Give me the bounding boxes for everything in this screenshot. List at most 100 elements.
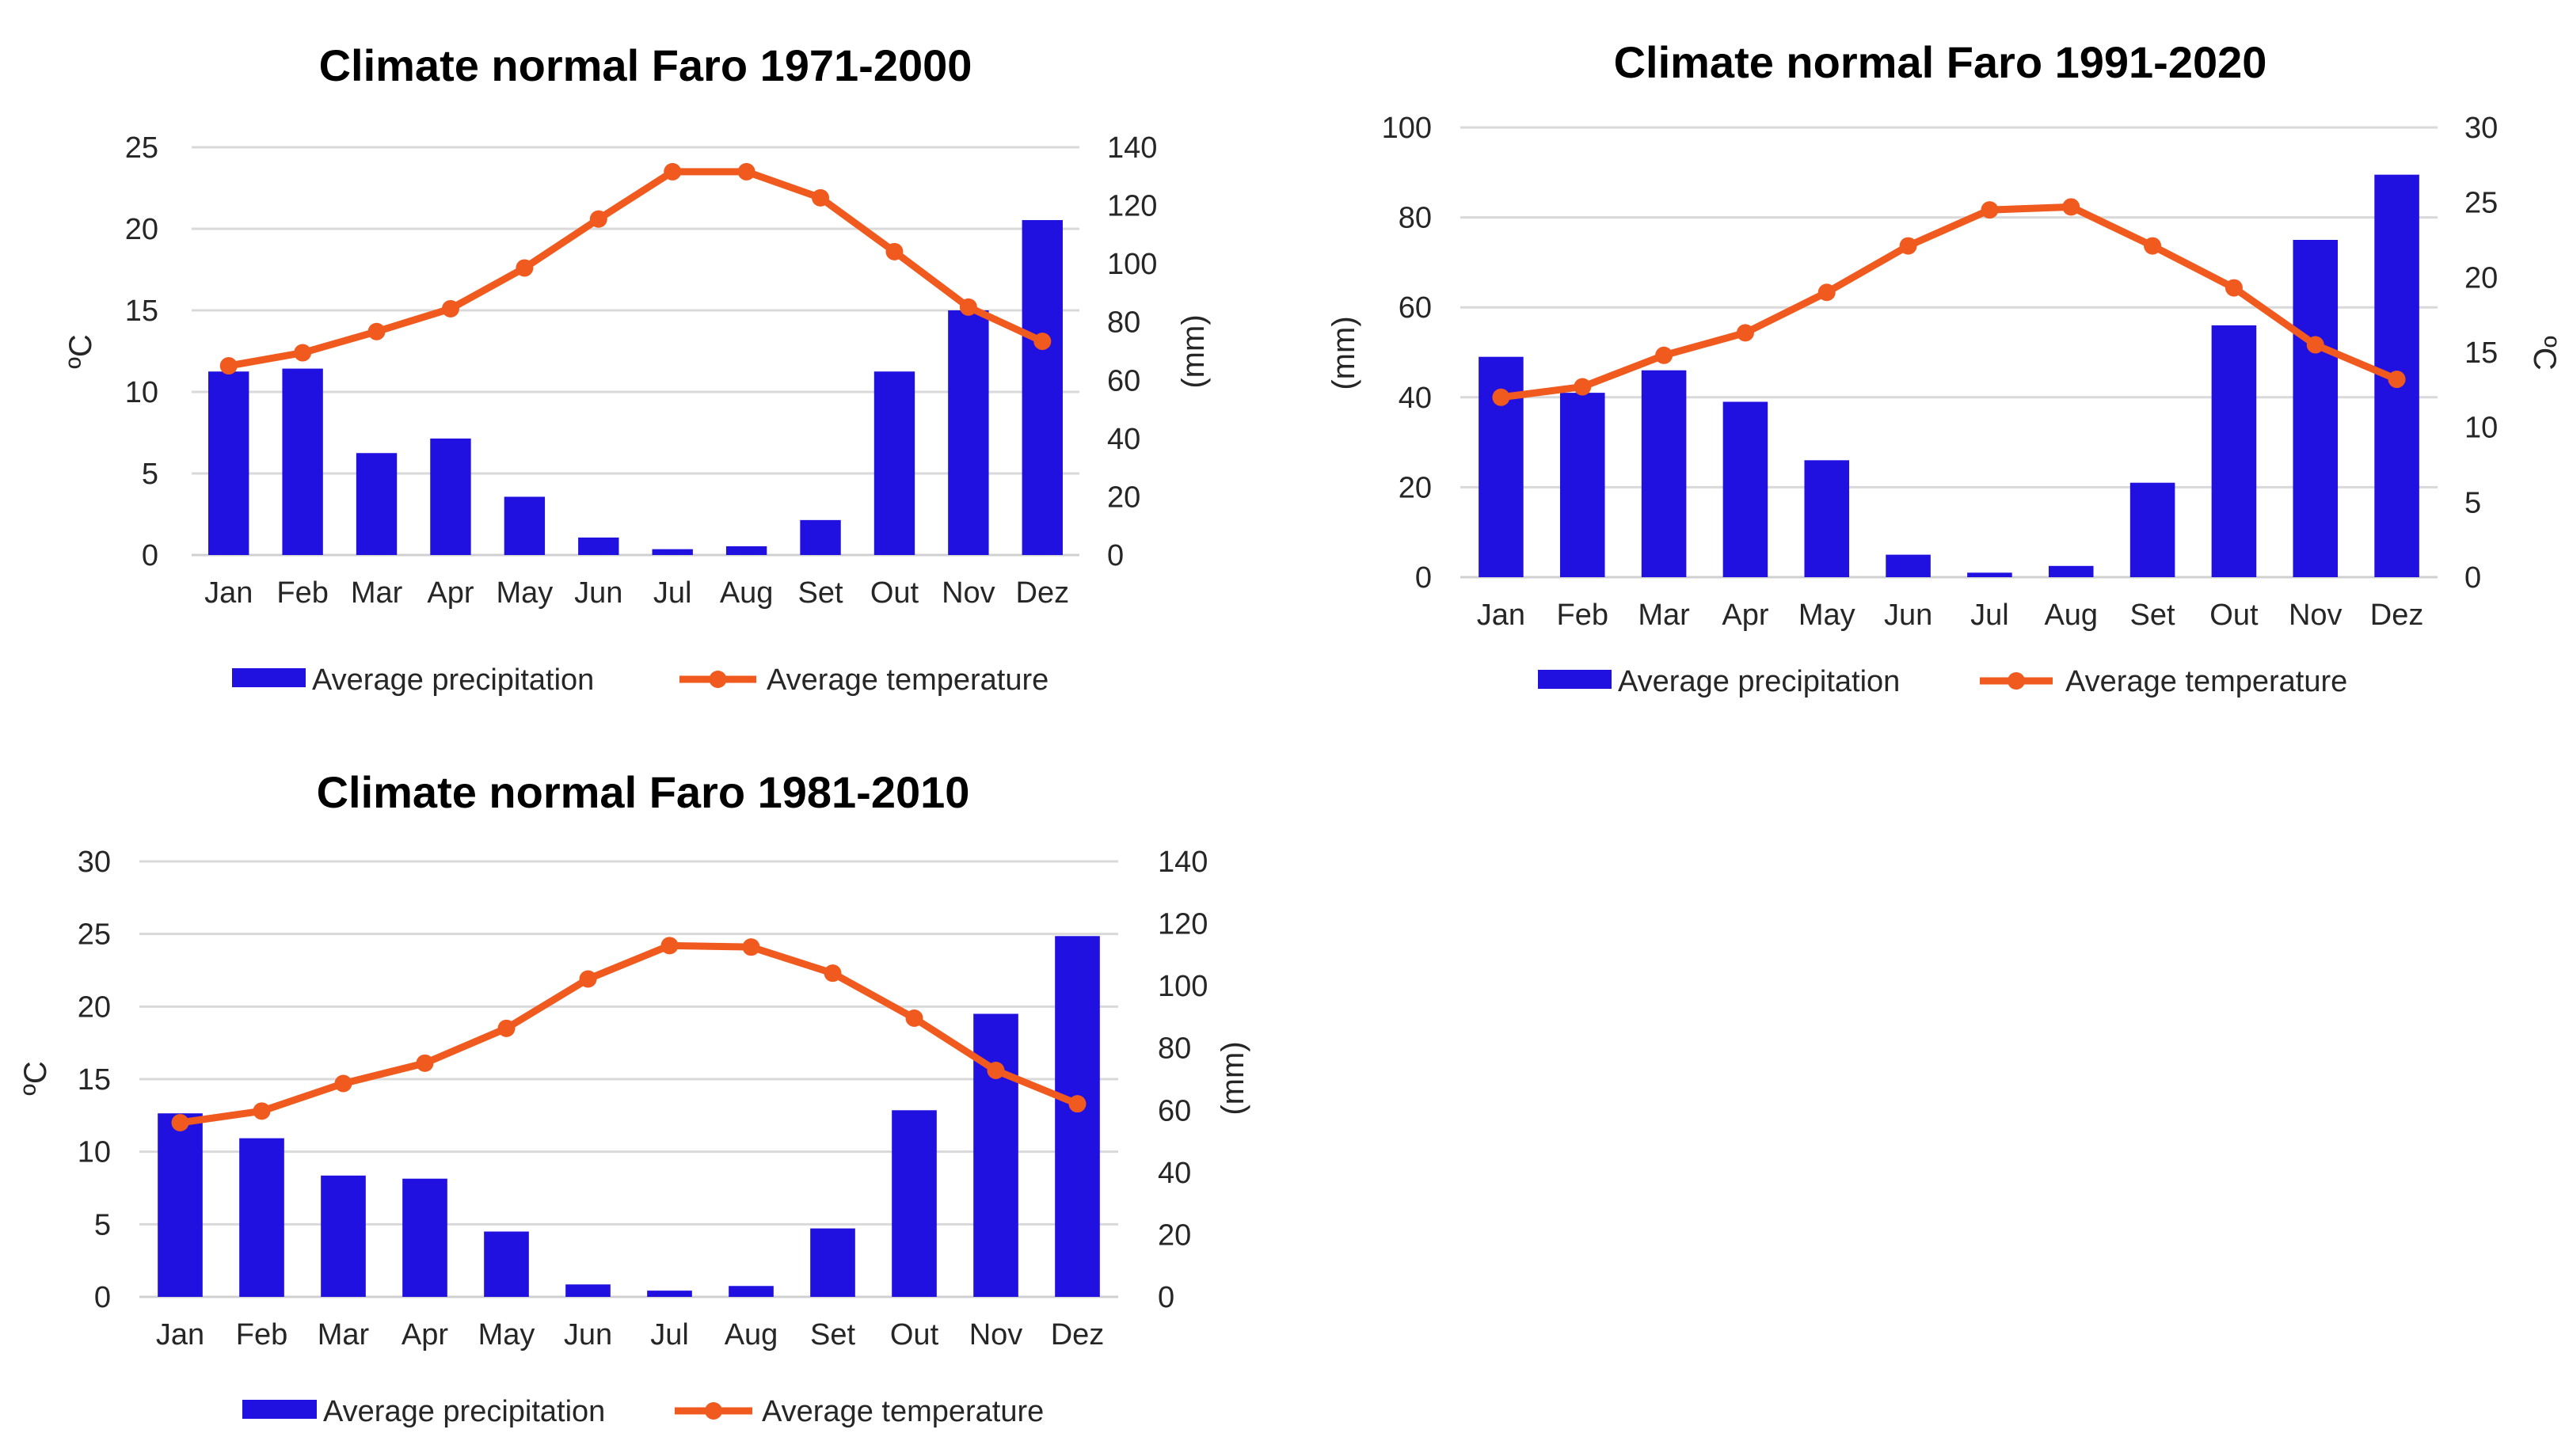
temperature-point-aug [2062, 198, 2080, 216]
legend-temperature-label: Average temperature [2065, 665, 2347, 698]
x-tick-label: Nov [969, 1318, 1023, 1351]
x-tick-label: Apr [402, 1318, 448, 1351]
x-tick-label: Apr [427, 576, 474, 610]
y-left-tick: 40 [1399, 382, 1432, 415]
x-tick-label: Set [2130, 599, 2175, 632]
chart-2: Climate normal Faro 1991-2020 0 20 40 60 80 10… [1326, 37, 2562, 698]
y-left-tick: 100 [1382, 112, 1432, 145]
legend-precipitation-swatch [232, 668, 306, 687]
precipitation-bar-set [810, 1228, 855, 1297]
y-left-axis-label: ºC [63, 334, 98, 369]
y-left-tick: 20 [125, 213, 158, 246]
temperature-point-mar [367, 322, 386, 340]
legend-temperature-label: Average temperature [767, 663, 1049, 697]
temperature-point-set [812, 188, 830, 207]
precipitation-bar-aug [729, 1286, 774, 1297]
temperature-point-jul [664, 162, 682, 181]
x-tick-label: Dez [1016, 576, 1070, 610]
temperature-point-may [516, 259, 534, 277]
precipitation-bar-set [800, 519, 841, 555]
y-left-tick: 0 [1415, 561, 1432, 595]
precipitation-bar-may [504, 496, 546, 555]
y-left-tick: 20 [1399, 471, 1432, 504]
y-right-tick: 20 [2464, 261, 2498, 295]
x-tick-label: Jun [564, 1318, 612, 1351]
temperature-point-jan [1492, 388, 1510, 406]
temperature-point-dez [2388, 371, 2406, 389]
precipitation-bar-nov [2293, 240, 2339, 577]
legend: Average precipitation Average temperature [232, 663, 1049, 697]
chart-1: Climate normal Faro 1971-2000 0 5 10 15 20 25 0… [63, 40, 1211, 697]
x-tick-label: Jul [1970, 599, 2009, 632]
y-left-tick: 15 [125, 295, 158, 328]
y-left-tick: 25 [78, 918, 111, 952]
y-right-tick: 60 [1107, 364, 1140, 397]
y-left-tick: 5 [142, 458, 158, 491]
temperature-point-nov [2306, 336, 2324, 354]
y-right-tick: 100 [1158, 970, 1208, 1003]
y-left-tick: 10 [78, 1136, 111, 1169]
precipitation-bar-nov [948, 310, 989, 555]
legend-precipitation-swatch [242, 1400, 317, 1419]
y-right-tick: 0 [2464, 561, 2481, 595]
chart-3: Climate normal Faro 1981-2010 0 5 10 15 20 25 3… [18, 767, 1250, 1428]
temperature-point-set [2144, 237, 2162, 255]
y-right-tick: 140 [1158, 846, 1208, 879]
temperature-line [179, 941, 1079, 1127]
temperature-point-out [2225, 279, 2243, 297]
y-right-tick: 10 [2464, 412, 2498, 445]
y-right-tick: 120 [1158, 908, 1208, 941]
precipitation-bar-jul [647, 1291, 692, 1297]
y-right-tick: 25 [2464, 187, 2498, 220]
legend-temperature-marker [705, 1402, 722, 1420]
precipitation-bar-apr [430, 438, 471, 555]
chart-title: Climate normal Faro 1981-2010 [317, 767, 970, 817]
precipitation-bar-feb [1559, 393, 1605, 577]
legend-precipitation-label: Average precipitation [1618, 665, 1900, 698]
precipitation-bar-jul [652, 549, 693, 555]
temperature-point-mar [334, 1074, 352, 1093]
temperature-point-jan [219, 357, 238, 375]
precipitation-bar-may [1804, 460, 1850, 577]
x-tick-label: May [1798, 599, 1855, 632]
precipitation-bar-mar [356, 453, 398, 555]
precipitation-bar-mar [321, 1175, 366, 1297]
x-tick-label: Nov [942, 576, 995, 610]
x-tick-label: May [478, 1318, 535, 1351]
x-tick-label: Jul [653, 576, 692, 610]
x-tick-label: Dez [2370, 599, 2424, 632]
x-tick-label: Jun [574, 576, 622, 610]
temperature-point-feb [253, 1102, 271, 1120]
temperature-point-aug [737, 162, 755, 181]
y-right-axis-label: (mm) [1176, 314, 1211, 388]
y-right-tick: 5 [2464, 486, 2481, 519]
x-tick-label: Mar [351, 576, 403, 610]
legend-temperature-marker [709, 671, 727, 688]
y-left-tick: 5 [94, 1208, 111, 1241]
y-left-tick: 20 [78, 990, 111, 1024]
y-right-axis-label: ºC [2527, 336, 2562, 371]
precipitation-bar-set [2129, 482, 2175, 577]
precipitation-bar-mar [1641, 370, 1687, 577]
x-tick-label: Set [810, 1318, 855, 1351]
precipitation-bar-jun [565, 1284, 611, 1297]
y-left-tick: 0 [94, 1281, 111, 1314]
y-left-tick: 0 [142, 539, 158, 572]
temperature-point-jun [579, 970, 597, 988]
x-tick-label: Jan [204, 576, 253, 610]
x-tick-label: Aug [725, 1318, 778, 1351]
temperature-point-apr [1736, 324, 1754, 342]
y-left-axis-label: (mm) [1326, 316, 1361, 390]
x-tick-label: May [496, 576, 553, 610]
precipitation-bar-jun [1886, 554, 1931, 577]
temperature-point-feb [294, 344, 312, 362]
x-tick-label: Out [890, 1318, 939, 1351]
temperature-point-jan [171, 1114, 189, 1131]
temperature-line [1500, 203, 2399, 401]
x-tick-label: Feb [1557, 599, 1608, 632]
legend-precipitation-swatch [1538, 670, 1612, 689]
x-tick-label: Aug [720, 576, 774, 610]
x-tick-label: Dez [1051, 1318, 1105, 1351]
precipitation-bar-jul [1967, 572, 2012, 577]
y-right-tick: 0 [1158, 1281, 1174, 1314]
